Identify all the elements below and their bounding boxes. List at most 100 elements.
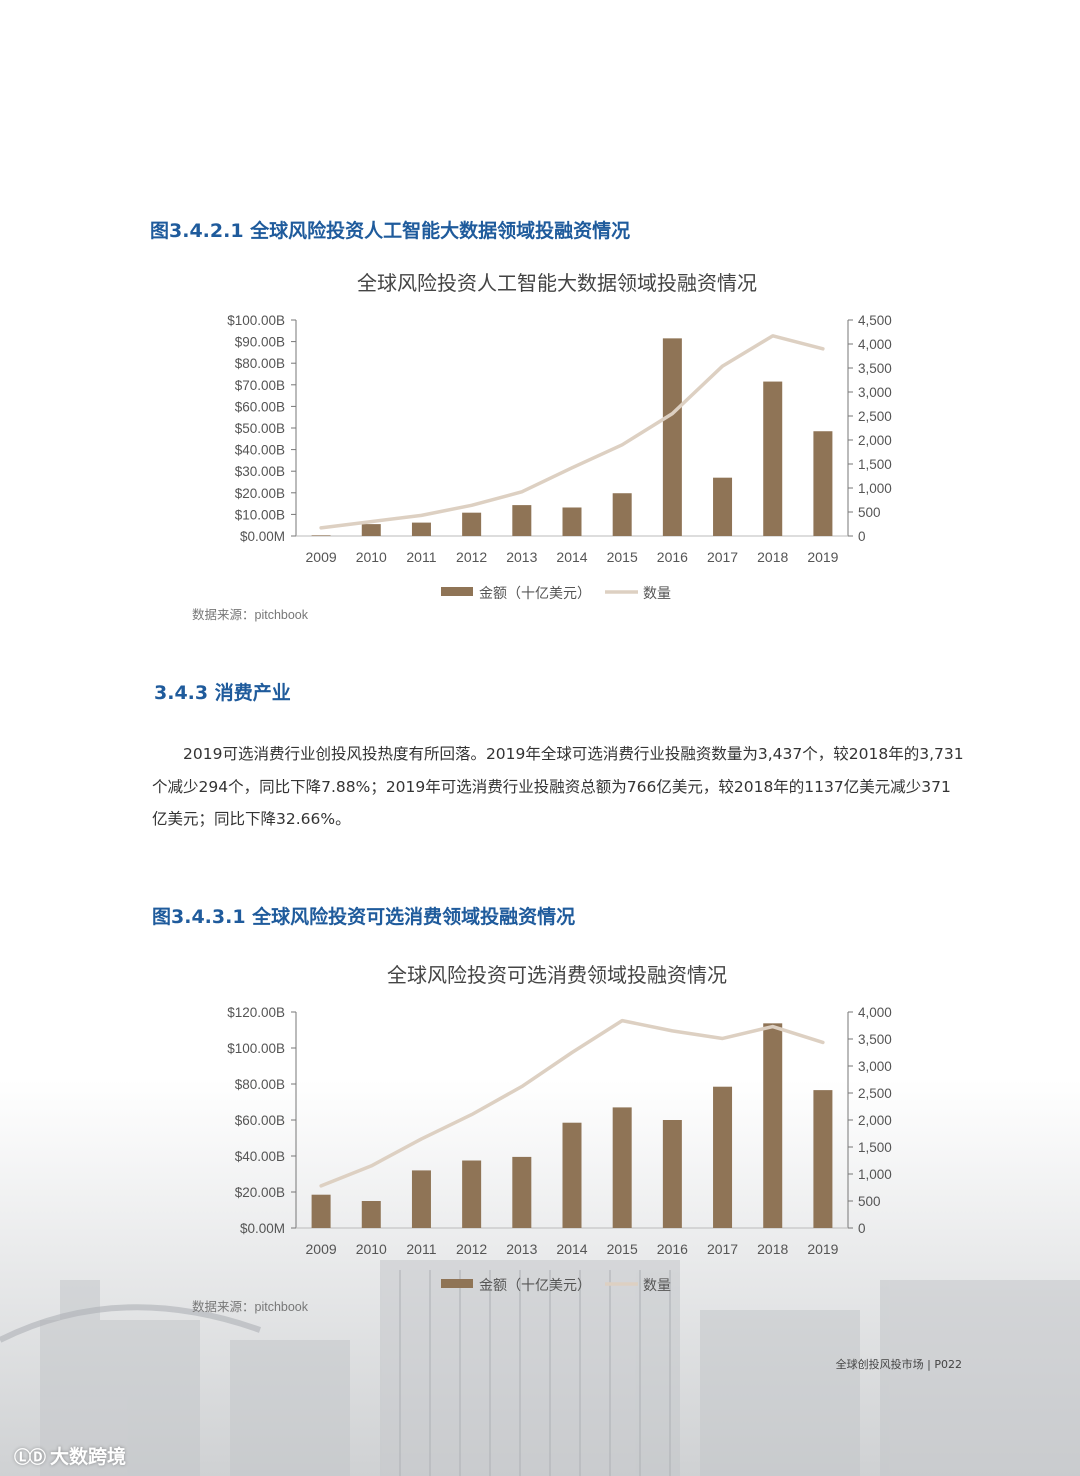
x-tick-label: 2012 [456,549,487,565]
x-tick-label: 2014 [556,1241,587,1257]
bar-2014 [562,507,582,536]
bar-2011 [411,522,431,536]
y-left-tick-label: $50.00B [235,421,285,436]
page-footer: 全球创投风投市场 | P022 [835,1358,962,1371]
y-left-tick-label: $90.00B [235,335,285,350]
x-tick-label: 2011 [406,1241,436,1257]
x-tick-label: 2015 [607,549,638,565]
y-left-tick-label: $0.00M [240,529,285,544]
x-tick-label: 2013 [506,549,537,565]
bar-2017 [713,1086,733,1228]
y-left-tick-label: $120.00B [227,1005,285,1020]
y-left-tick-label: $40.00B [235,1149,285,1164]
bar-2018 [763,1023,783,1228]
y-left-tick-label: $70.00B [235,378,285,393]
y-right-tick-label: 0 [858,529,866,544]
x-tick-label: 2017 [707,1241,738,1257]
x-tick-label: 2009 [306,549,337,565]
line-series-count [319,334,825,530]
x-tick-label: 2016 [657,549,688,565]
x-tick-label: 2009 [306,1241,337,1257]
bar-2010 [361,524,381,536]
figure-2-caption: 图3.4.3.1 全球风险投资可选消费领域投融资情况 [152,906,576,928]
chart-legend: 金额（十亿美元） 数量 [441,1277,671,1293]
x-tick-label: 2012 [456,1241,487,1257]
x-tick-label: 2018 [757,549,788,565]
y-left-tick-label: $30.00B [235,464,285,479]
bar-2015 [612,1107,632,1228]
bar-2009 [311,1194,331,1228]
x-tick-label: 2018 [757,1241,788,1257]
y-right-tick-label: 0 [858,1221,866,1236]
y-right-tick-label: 3,500 [858,361,892,376]
bar-2016 [662,1120,682,1228]
figure-1-caption: 图3.4.2.1 全球风险投资人工智能大数据领域投融资情况 [150,220,631,242]
legend-line-label: 数量 [643,1277,671,1293]
y-right-tick-label: 1,500 [858,1140,892,1155]
chart-source: 数据来源：pitchbook [192,1299,309,1314]
y-right-tick-label: 1,000 [858,1167,892,1182]
y-left-tick-label: $10.00B [235,507,285,522]
section-paragraph: 2019可选消费行业创投风投热度有所回落。2019年全球可选消费行业投融资数量为… [152,745,964,828]
bar-2018 [763,381,783,536]
x-tick-label: 2015 [607,1241,638,1257]
y-left-tick-label: $0.00M [240,1221,285,1236]
y-left-tick-label: $40.00B [235,443,285,458]
chart-source: 数据来源：pitchbook [192,607,309,622]
bar-2019 [813,1090,833,1228]
x-tick-label: 2013 [506,1241,537,1257]
y-right-tick-label: 2,000 [858,1113,892,1128]
y-left-tick-label: $60.00B [235,1113,285,1128]
bar-2013 [512,505,532,536]
bar-2013 [512,1156,532,1228]
y-left-tick-label: $80.00B [235,1077,285,1092]
legend-bar-label: 金额（十亿美元） [479,585,591,601]
bar-2012 [462,512,482,536]
y-left-tick-label: $20.00B [235,1185,285,1200]
x-tick-label: 2011 [406,549,436,565]
x-tick-label: 2014 [556,549,587,565]
chart-ai-bigdata: 全球风险投资人工智能大数据领域投融资情况 $0.00M $10.00B $20.00B… [192,272,892,622]
bar-2011 [411,1170,431,1228]
legend-bar-swatch [441,1279,473,1288]
x-tick-label: 2010 [356,549,387,565]
chart-legend: 金额（十亿美元） 数量 [441,585,671,601]
chart-title: 全球风险投资可选消费领域投融资情况 [387,964,727,987]
y-right-tick-label: 3,000 [858,1059,892,1074]
building-background-image [0,1260,1080,1476]
watermark-logo-icon: ⓁⒹ [14,1448,46,1468]
y-right-tick-label: 3,500 [858,1032,892,1047]
bar-2010 [361,1201,381,1228]
section-body: 2019可选消费行业创投风投热度有所回落。2019年全球可选消费行业投融资数量为… [152,738,964,836]
y-left-tick-label: $80.00B [235,356,285,371]
chart-consumer: 全球风险投资可选消费领域投融资情况 $0.00M $20.00B $40.00B $60… [192,964,892,1314]
y-right-tick-label: 2,500 [858,409,892,424]
y-right-tick-label: 4,000 [858,1005,892,1020]
y-right-tick-label: 3,000 [858,385,892,400]
watermark: ⓁⒹ 大数跨境 [14,1442,126,1469]
x-tick-label: 2016 [657,1241,688,1257]
section-title: 3.4.3 消费产业 [154,682,291,704]
y-right-tick-label: 2,500 [858,1086,892,1101]
x-tick-label: 2010 [356,1241,387,1257]
x-tick-label: 2019 [807,549,838,565]
bar-2019 [813,431,833,536]
legend-bar-label: 金额（十亿美元） [479,1277,591,1293]
y-right-tick-label: 500 [858,505,881,520]
legend-line-label: 数量 [643,585,671,601]
y-right-tick-label: 2,000 [858,433,892,448]
y-left-tick-label: $20.00B [235,486,285,501]
y-left-tick-label: $100.00B [227,1041,285,1056]
x-tick-label: 2019 [807,1241,838,1257]
y-left-tick-label: $60.00B [235,399,285,414]
x-tick-label: 2017 [707,549,738,565]
y-right-tick-label: 500 [858,1194,881,1209]
bar-2012 [462,1160,482,1228]
bar-2017 [713,477,733,536]
y-right-tick-label: 4,500 [858,313,892,328]
bar-2016 [662,338,682,536]
bar-2015 [612,493,632,536]
bar-2014 [562,1122,582,1228]
legend-bar-swatch [441,587,473,596]
y-right-tick-label: 1,000 [858,481,892,496]
